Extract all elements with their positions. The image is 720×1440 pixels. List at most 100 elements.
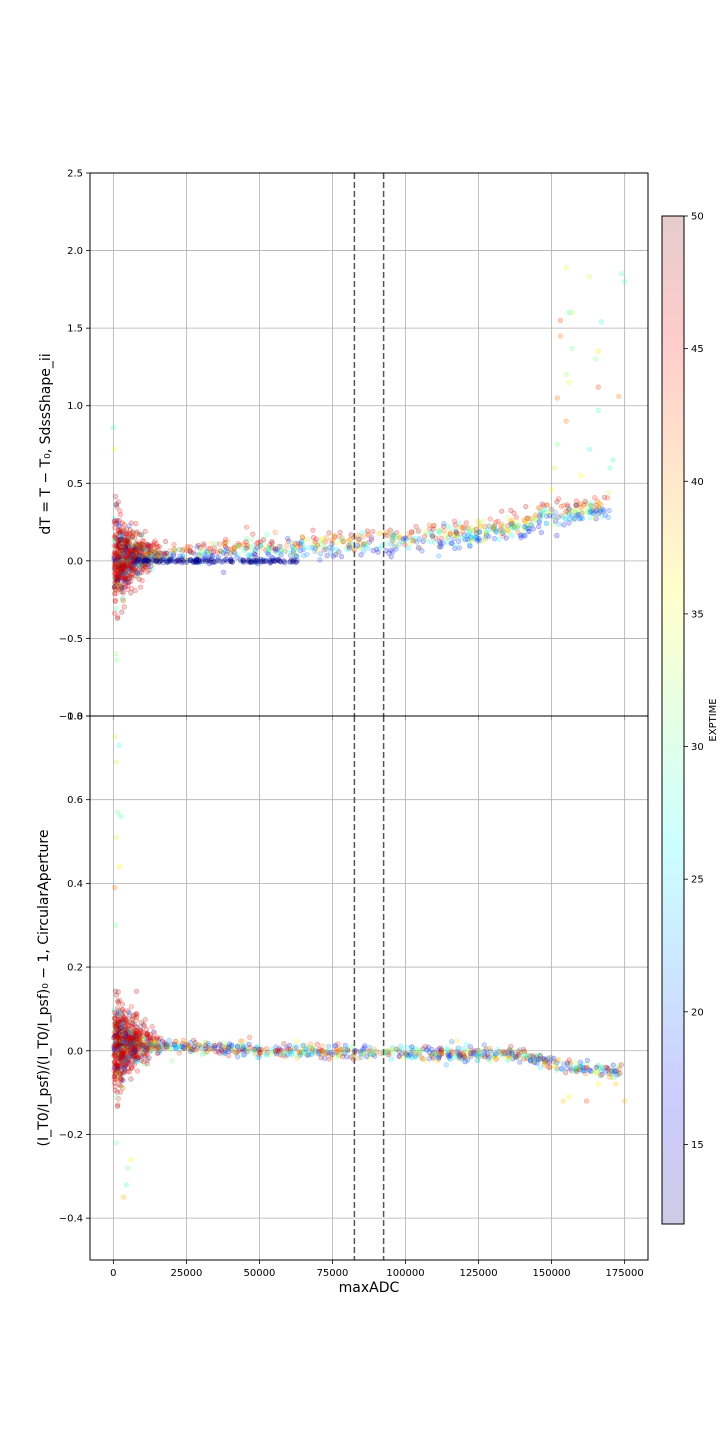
top-scatter-point xyxy=(132,561,138,567)
top-scatter-point xyxy=(111,534,117,540)
top-scatter-point xyxy=(114,573,121,579)
top-scatter-point xyxy=(134,544,140,551)
top-scatter-point xyxy=(116,517,122,524)
top-scatter-point xyxy=(149,542,155,548)
bottom-scatter-point xyxy=(343,1044,350,1051)
top-scatter-point xyxy=(361,541,368,547)
top-scatter-point xyxy=(257,542,264,548)
top-scatter-point xyxy=(127,573,133,579)
bottom-scatter-point xyxy=(113,992,119,998)
top-scatter-point xyxy=(214,549,220,556)
top-scatter-point xyxy=(593,502,599,508)
bottom-scatter-point xyxy=(487,1048,494,1054)
top-scatter-point xyxy=(241,559,247,565)
top-scatter-point xyxy=(509,524,515,530)
top-scatter-point xyxy=(376,530,382,537)
x-tick-label: 25000 xyxy=(171,1268,203,1279)
top-scatter-point xyxy=(318,536,324,543)
bottom-scatter-point xyxy=(134,1010,140,1017)
top-scatter-point xyxy=(507,530,513,536)
bottom-scatter-point xyxy=(154,1034,160,1040)
bottom-scatter-point xyxy=(119,1031,125,1037)
bottom-scatter-point xyxy=(618,1062,624,1068)
top-scatter-point xyxy=(573,510,579,516)
bottom-scatter-point xyxy=(114,1018,121,1025)
top-scatter-point xyxy=(288,539,294,545)
bottom-scatter-point xyxy=(144,1030,150,1036)
top-scatter-point xyxy=(118,566,124,572)
top-scatter-point xyxy=(250,547,256,553)
top-scatter-point xyxy=(330,532,336,539)
bottom-outlier-point xyxy=(125,1165,131,1171)
top-scatter-point xyxy=(206,548,212,555)
top-scatter-point xyxy=(117,552,123,559)
top-scatter-point xyxy=(148,551,154,557)
top-scatter-point xyxy=(509,520,515,527)
top-scatter-point xyxy=(112,565,118,572)
top-scatter-point xyxy=(112,570,118,576)
top-scatter-point xyxy=(137,542,143,548)
top-scatter-point xyxy=(122,547,128,553)
top-scatter-point xyxy=(358,540,364,546)
top-scatter-point xyxy=(116,541,122,548)
top-scatter-point xyxy=(572,506,578,512)
top-scatter-point xyxy=(196,552,202,558)
top-scatter-point xyxy=(423,537,429,543)
top-scatter-point xyxy=(404,531,411,537)
top-scatter-point xyxy=(133,560,139,567)
top-scatter-point xyxy=(114,577,121,584)
top-scatter-point xyxy=(388,541,394,547)
top-scatter-point xyxy=(573,502,579,508)
bottom-scatter-point xyxy=(326,1043,332,1049)
bottom-scatter-point xyxy=(604,1067,611,1073)
top-scatter-point xyxy=(152,549,158,555)
top-scatter-point xyxy=(118,561,124,567)
top-scatter-point xyxy=(336,549,342,555)
bottom-scatter-point xyxy=(119,1038,125,1044)
top-scatter-point xyxy=(509,520,515,527)
top-scatter-point xyxy=(563,516,569,522)
top-scatter-point xyxy=(539,501,545,507)
top-scatter-point xyxy=(119,540,125,547)
top-scatter-point xyxy=(125,562,131,569)
top-scatter-point xyxy=(115,574,121,581)
top-scatter-point xyxy=(569,512,575,518)
bottom-scatter-point xyxy=(220,1040,227,1046)
top-scatter-point xyxy=(128,535,134,541)
top-scatter-point xyxy=(202,552,208,558)
top-scatter-point xyxy=(394,530,400,536)
top-scatter-point xyxy=(112,550,118,556)
top-scatter-point xyxy=(332,534,338,540)
bottom-scatter-point xyxy=(409,1044,415,1050)
top-scatter-point xyxy=(472,528,478,534)
top-scatter-point xyxy=(119,559,125,565)
top-scatter-point xyxy=(128,578,134,585)
top-scatter-point xyxy=(202,557,208,563)
top-scatter-point xyxy=(473,534,479,540)
top-scatter-point xyxy=(137,555,143,561)
top-scatter-point xyxy=(193,556,200,562)
top-scatter-point xyxy=(285,549,291,555)
bottom-scatter-point xyxy=(572,1059,578,1065)
top-scatter-point xyxy=(119,571,125,577)
top-scatter-point xyxy=(465,525,471,531)
top-scatter-point xyxy=(217,548,223,554)
bottom-scatter-point xyxy=(130,1043,136,1050)
bottom-scatter-point xyxy=(568,1065,574,1072)
top-scatter-point xyxy=(597,509,603,515)
bottom-scatter-point xyxy=(306,1051,312,1057)
top-scatter-point xyxy=(157,554,163,560)
top-scatter-point xyxy=(117,512,124,518)
top-scatter-point xyxy=(115,567,121,573)
top-scatter-point xyxy=(127,556,133,562)
top-scatter-point xyxy=(122,567,129,574)
top-scatter-point xyxy=(552,509,558,515)
top-scatter-point xyxy=(113,572,120,578)
bottom-scatter-point xyxy=(153,1038,159,1044)
top-scatter-point xyxy=(121,571,128,577)
top-scatter-point xyxy=(393,546,399,552)
bottom-scatter-point xyxy=(598,1073,604,1079)
top-scatter-point xyxy=(112,520,118,527)
top-scatter-point xyxy=(133,546,139,552)
